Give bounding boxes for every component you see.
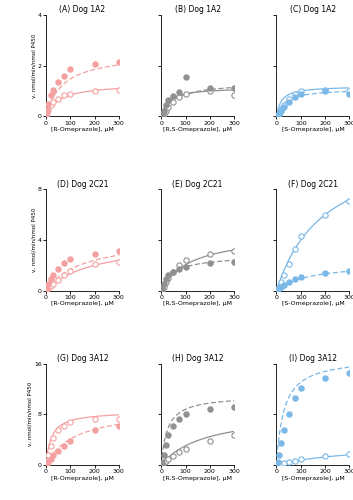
- Title: (C) Dog 1A2: (C) Dog 1A2: [290, 5, 336, 14]
- X-axis label: [R,S-Omeprazole], μM: [R,S-Omeprazole], μM: [163, 301, 232, 306]
- X-axis label: [R,S-Omeprazole], μM: [R,S-Omeprazole], μM: [163, 476, 232, 480]
- Y-axis label: v, nmol/min/nmol P450: v, nmol/min/nmol P450: [31, 208, 36, 272]
- X-axis label: [R-Omeprazole], μM: [R-Omeprazole], μM: [51, 476, 114, 480]
- Title: (G) Dog 3A12: (G) Dog 3A12: [56, 354, 108, 363]
- X-axis label: [R,S-Omeprazole], μM: [R,S-Omeprazole], μM: [163, 127, 232, 132]
- Y-axis label: v, nmol/min/nmol P450: v, nmol/min/nmol P450: [28, 382, 32, 446]
- Y-axis label: v, nmol/min/nmol P450: v, nmol/min/nmol P450: [31, 34, 36, 98]
- Title: (H) Dog 3A12: (H) Dog 3A12: [172, 354, 223, 363]
- Title: (I) Dog 3A12: (I) Dog 3A12: [289, 354, 337, 363]
- Title: (F) Dog 2C21: (F) Dog 2C21: [288, 180, 338, 188]
- X-axis label: [R-Omeprazole], μM: [R-Omeprazole], μM: [51, 127, 114, 132]
- Title: (D) Dog 2C21: (D) Dog 2C21: [56, 180, 108, 188]
- X-axis label: [R-Omeprazole], μM: [R-Omeprazole], μM: [51, 301, 114, 306]
- X-axis label: [S-Omeprazole], μM: [S-Omeprazole], μM: [282, 476, 345, 480]
- X-axis label: [S-Omeprazole], μM: [S-Omeprazole], μM: [282, 301, 345, 306]
- X-axis label: [S-Omeprazole], μM: [S-Omeprazole], μM: [282, 127, 345, 132]
- Title: (E) Dog 2C21: (E) Dog 2C21: [173, 180, 223, 188]
- Title: (B) Dog 1A2: (B) Dog 1A2: [175, 5, 221, 14]
- Title: (A) Dog 1A2: (A) Dog 1A2: [59, 5, 106, 14]
